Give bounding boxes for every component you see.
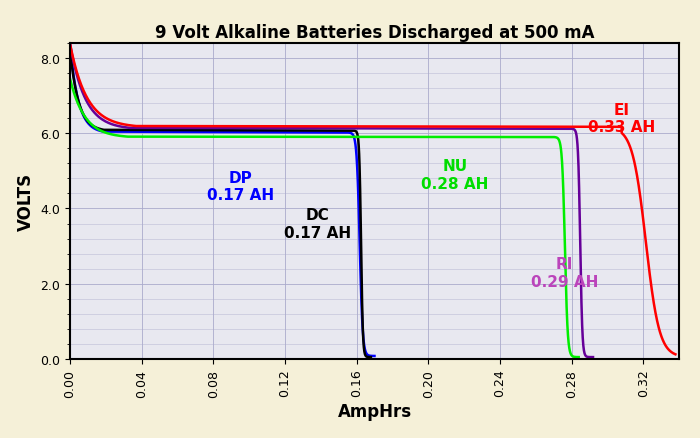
Text: RI
0.29 AH: RI 0.29 AH (531, 257, 598, 289)
Text: EI
0.33 AH: EI 0.33 AH (588, 103, 655, 135)
X-axis label: AmpHrs: AmpHrs (337, 403, 412, 420)
Text: NU
0.28 AH: NU 0.28 AH (421, 159, 489, 191)
Text: DP
0.17 AH: DP 0.17 AH (206, 170, 274, 203)
Y-axis label: VOLTS: VOLTS (17, 173, 35, 230)
Text: DC
0.17 AH: DC 0.17 AH (284, 208, 351, 240)
Title: 9 Volt Alkaline Batteries Discharged at 500 mA: 9 Volt Alkaline Batteries Discharged at … (155, 24, 594, 42)
